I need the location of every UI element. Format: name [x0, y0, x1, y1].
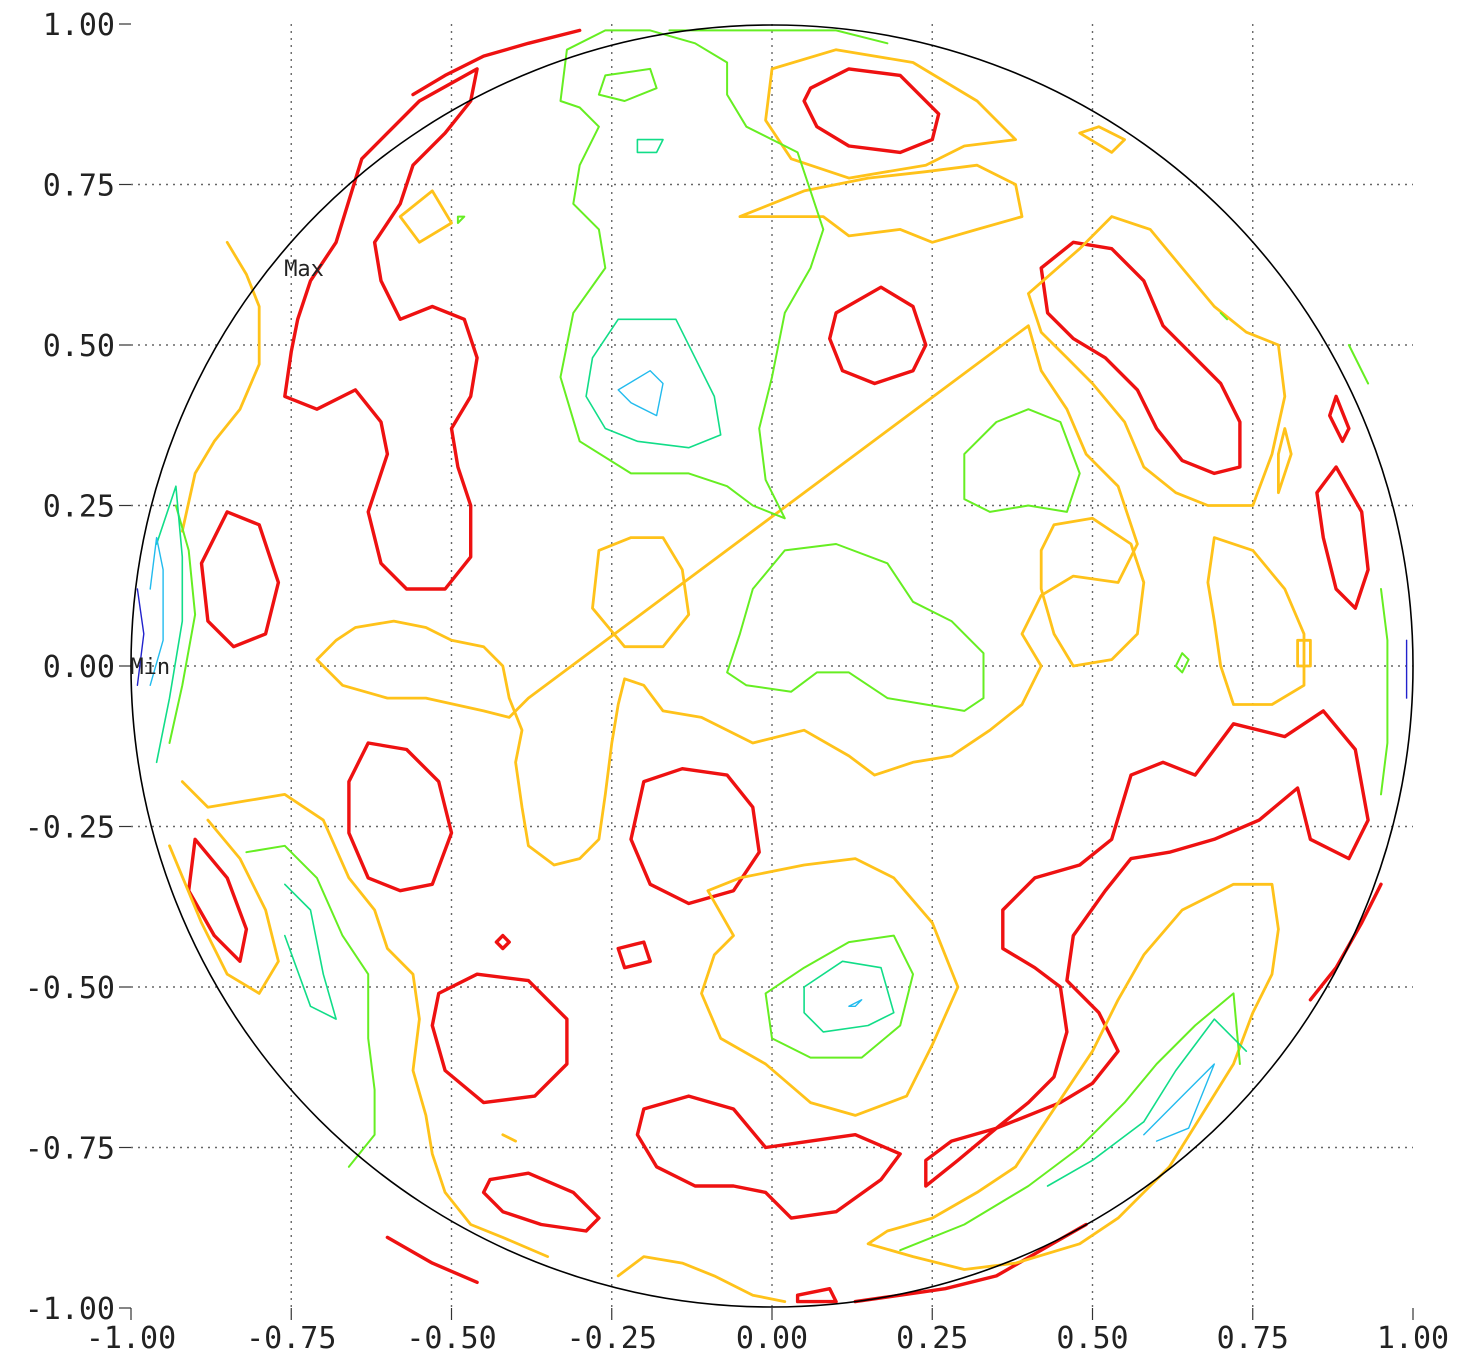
contour-high-27: [1206, 536, 1306, 706]
contour-highest-9: [430, 972, 569, 1105]
y-tick-label: -1.00: [25, 1292, 115, 1327]
contour-highest-18: [1308, 882, 1383, 1002]
tick-labels: 1.00 0.75 0.50 0.25 0.00 -0.25 -0.50 -0.75 -1.00…: [25, 8, 1449, 1356]
unit-circle-boundary: [130, 24, 1414, 1308]
contour-mid-42: [764, 934, 914, 1059]
contour-highest-17: [411, 28, 582, 97]
contour-highest-12: [481, 1171, 601, 1233]
contour-highest-0: [802, 67, 941, 155]
contour-highest-11: [635, 1094, 902, 1220]
contour-high-36: [168, 818, 280, 995]
x-tick-label: 0.50: [1056, 1321, 1128, 1356]
contour-lower-61: [149, 536, 164, 686]
contour-high-25: [591, 536, 691, 649]
contour-lowest-63: [136, 588, 145, 686]
contour-highest-14: [616, 940, 652, 970]
contour-highest-19: [385, 1235, 479, 1284]
contour-highest-16: [494, 933, 511, 951]
y-tick-label: 0.50: [43, 329, 115, 364]
y-tick-label: 0.00: [43, 650, 115, 685]
contour-high-37: [616, 1255, 787, 1303]
contour-mid-46: [1219, 311, 1229, 321]
contour-mid-49: [245, 844, 376, 1168]
contour-lower-62: [1143, 1063, 1215, 1142]
contour-highest-7: [347, 741, 454, 893]
x-tick-label: 0.25: [896, 1321, 968, 1356]
contour-mid-41: [963, 408, 1081, 513]
contour-highest-6: [283, 67, 479, 591]
contour-mid-50: [899, 992, 1241, 1252]
contour-highest-2: [1039, 240, 1242, 476]
x-tick-label: 0.75: [1217, 1321, 1289, 1356]
axes: [119, 23, 1414, 1320]
contour-mid-39: [559, 29, 825, 520]
contour-mid-45: [456, 215, 466, 224]
y-tick-label: 0.25: [43, 490, 115, 525]
contour-low-56: [155, 485, 184, 764]
contour-low-57: [284, 883, 337, 1020]
annotation-min: Min: [130, 655, 170, 680]
contour-high-29: [866, 882, 1280, 1271]
contour-high-32: [1078, 125, 1126, 154]
y-tick-label: -0.75: [25, 1132, 115, 1167]
contour-high-33: [398, 189, 453, 244]
x-tick-label: -1.00: [86, 1321, 176, 1356]
y-tick-label: 1.00: [43, 8, 115, 43]
contour-low-58: [1046, 1018, 1248, 1187]
x-tick-label: -0.75: [246, 1321, 336, 1356]
contour-mid-40: [726, 543, 985, 712]
annotation-max: Max: [284, 257, 324, 282]
contour-high-30: [1296, 638, 1312, 668]
contour-mid-47: [668, 29, 889, 45]
contour-mid-48: [168, 504, 197, 744]
contour-high-31: [1277, 427, 1293, 495]
contour-highest-4: [1328, 394, 1351, 443]
contour-mid-52: [1347, 344, 1370, 385]
contour-lower-59: [617, 370, 664, 417]
contour-low-54: [803, 960, 895, 1033]
contour-highest-15: [795, 1287, 838, 1304]
contour-highest-8: [629, 767, 761, 906]
y-tick-label: 0.75: [43, 169, 115, 204]
contour-mid-51: [1380, 588, 1389, 796]
contour-high-23: [1027, 215, 1287, 507]
annotations: Max Min: [130, 257, 324, 680]
x-tick-label: 1.00: [1377, 1321, 1449, 1356]
y-tick-label: -0.50: [25, 971, 115, 1006]
y-tick-label: -0.25: [25, 811, 115, 846]
contour-high-34: [180, 240, 261, 533]
contour-low-55: [636, 138, 664, 154]
contour-highest-20: [853, 1222, 1088, 1304]
contour-mid-43: [597, 67, 658, 102]
contour-lower-60: [848, 999, 863, 1007]
contour-highest-13: [924, 709, 1370, 1188]
contour-high-38: [501, 1133, 517, 1143]
contour-high-28: [700, 857, 960, 1117]
contour-low-53: [585, 318, 722, 449]
contour-high-22: [738, 163, 1024, 244]
x-tick-label: -0.25: [567, 1321, 657, 1356]
x-tick-label: 0.00: [736, 1321, 808, 1356]
contour-high-35: [180, 780, 550, 1258]
contour-high-21: [764, 48, 1017, 180]
contour-highest-1: [828, 285, 928, 386]
contour-high-26: [1039, 516, 1146, 668]
x-tick-label: -0.50: [406, 1321, 496, 1356]
contour-mid-44: [1174, 652, 1190, 674]
contour-highest-5: [199, 510, 281, 649]
contour-highest-3: [1315, 465, 1370, 610]
contour-high-24: [315, 324, 1139, 867]
